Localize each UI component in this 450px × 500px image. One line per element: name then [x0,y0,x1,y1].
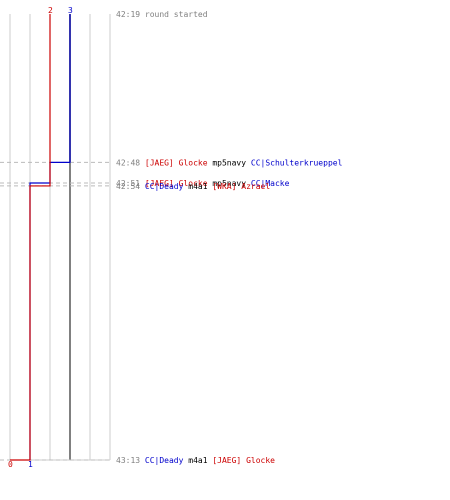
event-entry: 43:13 CC|Deady m4a1 [JAEG] Glocke [116,456,275,465]
player-name: CC|Schulterkrueppel [246,158,343,167]
player-name: CC|Macke [246,179,290,188]
player-name: CC|Deady [145,456,184,465]
event-entry: 42:54 CC|Deady m4a1 [WKA] Azrael [116,182,270,191]
weapon-name: m4a1 [183,456,207,465]
event-log: 42:19 round started 42:48 [JAEG] Glocke m… [116,10,343,465]
event-entry: 42:51 [JAEG] Glocke mp5navy CC|Macke [116,179,290,188]
weapon-name: mp5navy [208,158,247,167]
player-name: [JAEG] Glocke [145,158,208,167]
player-name: [WKA] Azrael [208,182,271,191]
weapon-name: mp5navy [208,179,247,188]
player-name: [JAEG] Glocke [145,179,208,188]
red-team-line [10,14,51,461]
event-time: 42:48 [116,158,145,167]
event-time: 42:19 [116,10,145,19]
event-time: 43:13 [116,456,145,465]
series-lines [10,14,71,461]
event-time: 42:51 [116,179,145,188]
red-end-count: 0 [8,460,13,469]
player-name: [JAEG] Glocke [208,456,276,465]
blue-start-count: 3 [68,6,73,15]
event-text: round started [145,10,208,19]
event-time: 42:54 [116,182,145,191]
event-entry: 42:48 [JAEG] Glocke mp5navy CC|Schulterk… [116,158,343,167]
player-name: CC|Deady [145,182,184,191]
event-entry: 42:19 round started [116,10,208,19]
count-labels: 3 1 2 0 [8,6,73,469]
event-dash-lines [0,161,112,461]
blue-end-count: 1 [28,460,33,469]
red-start-count: 2 [48,6,53,15]
grid-lines [9,14,111,461]
weapon-name: m4a1 [183,182,207,191]
